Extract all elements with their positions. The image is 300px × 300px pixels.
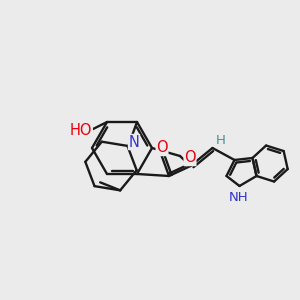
Text: O: O [156, 140, 168, 155]
Text: HO: HO [70, 122, 92, 137]
Text: O: O [184, 151, 196, 166]
Text: NH: NH [229, 191, 248, 205]
Text: H: H [216, 134, 225, 148]
Text: N: N [129, 134, 140, 149]
